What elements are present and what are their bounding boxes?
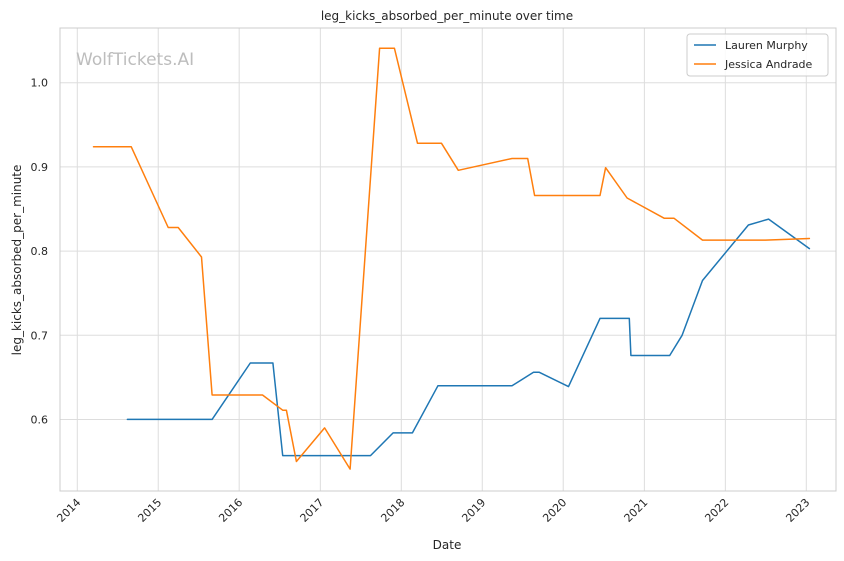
y-tick-label: 0.9 <box>31 161 49 174</box>
watermark-text: WolfTickets.AI <box>76 50 194 70</box>
y-axis-ticks: 0.6 0.7 0.8 0.9 1.0 <box>31 77 49 427</box>
series-line-jessica-andrade <box>92 47 811 470</box>
series-lines <box>92 47 811 470</box>
legend-box <box>686 33 829 77</box>
y-axis-title: leg_kicks_absorbed_per_minute <box>10 165 24 356</box>
y-tick-label: 0.6 <box>31 413 49 426</box>
legend: Lauren Murphy Jessica Andrade <box>686 33 829 77</box>
series-line-lauren-murphy <box>126 218 811 457</box>
legend-label-lauren-murphy: Lauren Murphy <box>725 39 808 52</box>
plot-area-frame <box>59 27 837 492</box>
legend-label-jessica-andrade: Jessica Andrade <box>724 58 813 71</box>
y-tick-label: 1.0 <box>31 77 49 90</box>
x-axis-title: Date <box>433 538 462 552</box>
y-tick-label: 0.7 <box>31 329 49 342</box>
chart-title: leg_kicks_absorbed_per_minute over time <box>321 9 573 23</box>
y-tick-label: 0.8 <box>31 245 49 258</box>
